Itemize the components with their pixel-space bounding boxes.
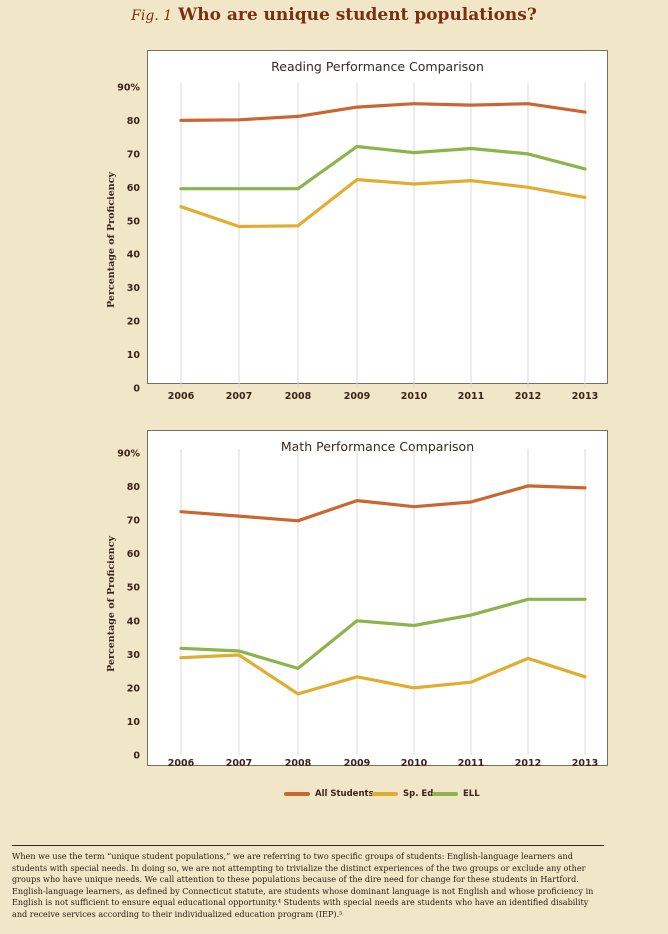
math-series-all-students	[179, 484, 587, 523]
math-series-sp-ed	[179, 653, 587, 696]
reading-series-all-students	[179, 102, 587, 123]
math-ytick-label: 50	[127, 583, 141, 594]
legend-label-sp-ed: Sp. Ed	[403, 789, 434, 799]
reading-ytick-label: 0	[133, 384, 140, 395]
math-ytick-label: 30	[127, 650, 141, 661]
reading-xtick-label: 2011	[458, 391, 484, 402]
reading-ytick-label: 90%	[117, 83, 140, 94]
figure-label: Fig. 1	[131, 8, 173, 24]
reading-ytick-label: 10	[127, 350, 141, 361]
legend-swatch-sp-ed	[372, 791, 398, 796]
reading-ytick-label: 70	[127, 149, 141, 160]
math-ytick-label: 60	[127, 549, 141, 560]
math-xtick-label: 2010	[401, 758, 428, 769]
math-series-ell	[179, 597, 587, 671]
reading-xtick-label: 2012	[515, 391, 541, 402]
reading-chart-title: Reading Performance Comparison	[271, 59, 484, 74]
reading-xtick-label: 2006	[168, 391, 195, 402]
reading-ytick-label: 30	[127, 283, 141, 294]
math-xtick-label: 2006	[168, 758, 195, 769]
math-xtick-label: 2008	[285, 758, 312, 769]
reading-ytick-label: 40	[127, 250, 141, 261]
math-xtick-label: 2009	[344, 758, 370, 769]
math-xtick-label: 2007	[226, 758, 252, 769]
legend-item-ell: ELL	[432, 789, 480, 799]
legend-label-ell: ELL	[463, 789, 480, 799]
legend-label-all-students: All Students	[315, 789, 374, 799]
math-ytick-label: 90%	[117, 449, 140, 460]
reading-ytick-label: 50	[127, 216, 141, 227]
math-xtick-label: 2012	[515, 758, 541, 769]
reading-ytick-label: 20	[127, 317, 141, 328]
reading-xtick-label: 2013	[572, 391, 598, 402]
reading-ytick-label: 60	[127, 183, 141, 194]
reading-series-ell	[179, 144, 587, 191]
legend-swatch-ell	[432, 791, 458, 796]
reading-ytick-label: 80	[127, 116, 141, 127]
math-y-axis-label: Percentage of Proficiency	[106, 536, 117, 672]
legend-item-sp-ed: Sp. Ed	[372, 789, 433, 799]
math-xtick-label: 2013	[572, 758, 598, 769]
footnote-text: When we use the term “unique student pop…	[12, 851, 594, 919]
math-ytick-label: 0	[133, 751, 140, 762]
figure-title-text: Who are unique student populations?	[178, 5, 537, 25]
footnote-divider	[12, 845, 604, 846]
reading-xtick-label: 2007	[226, 391, 252, 402]
math-ytick-label: 80	[127, 482, 141, 493]
reading-xtick-label: 2008	[285, 391, 312, 402]
reading-xtick-label: 2010	[401, 391, 428, 402]
math-ytick-label: 70	[127, 516, 141, 527]
legend-item-all-students: All Students	[284, 789, 374, 799]
legend-swatch-all-students	[284, 791, 310, 796]
math-ytick-label: 40	[127, 616, 141, 627]
math-ytick-label: 20	[127, 683, 141, 694]
math-ytick-label: 10	[127, 717, 141, 728]
figure-title: Fig. 1 Who are unique student populations…	[0, 5, 668, 25]
math-chart-title: Math Performance Comparison	[280, 439, 475, 454]
reading-xtick-label: 2009	[344, 391, 370, 402]
reading-y-axis-label: Percentage of Proficiency	[106, 172, 117, 308]
math-xtick-label: 2011	[458, 758, 484, 769]
reading-series-sp-ed	[179, 178, 587, 229]
chart-legend: All Students Sp. Ed ELL	[0, 789, 668, 803]
